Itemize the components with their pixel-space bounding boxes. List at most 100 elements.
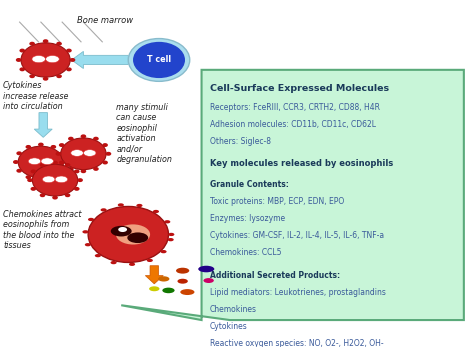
Ellipse shape	[18, 146, 64, 178]
Circle shape	[38, 143, 44, 146]
Circle shape	[26, 175, 31, 179]
Text: Others: Siglec-8: Others: Siglec-8	[210, 137, 271, 146]
Circle shape	[30, 187, 36, 191]
Text: Chemokines: Chemokines	[210, 305, 257, 314]
Text: Reactive oxygen species: NO, O2-, H2O2, OH-: Reactive oxygen species: NO, O2-, H2O2, …	[210, 339, 383, 347]
Circle shape	[77, 178, 83, 182]
Circle shape	[59, 161, 64, 164]
Circle shape	[38, 178, 44, 181]
Circle shape	[128, 39, 190, 81]
Circle shape	[68, 167, 74, 171]
Ellipse shape	[43, 176, 55, 183]
Ellipse shape	[100, 208, 107, 212]
Ellipse shape	[177, 279, 188, 284]
Circle shape	[102, 161, 108, 164]
Circle shape	[65, 163, 71, 167]
Ellipse shape	[71, 150, 83, 156]
Text: Lipid mediators: Leukotrienes, prostaglandins: Lipid mediators: Leukotrienes, prostagla…	[210, 288, 386, 297]
Ellipse shape	[168, 238, 174, 241]
Ellipse shape	[110, 261, 117, 264]
Ellipse shape	[180, 289, 194, 295]
Ellipse shape	[116, 225, 150, 245]
Circle shape	[16, 169, 22, 173]
Circle shape	[74, 187, 80, 191]
Ellipse shape	[88, 218, 94, 221]
Circle shape	[43, 77, 48, 81]
Ellipse shape	[32, 164, 78, 196]
Ellipse shape	[32, 56, 46, 63]
Circle shape	[56, 42, 62, 46]
Ellipse shape	[137, 204, 143, 207]
Ellipse shape	[82, 230, 89, 234]
Text: Cytokines
increase release
into circulation: Cytokines increase release into circulat…	[3, 81, 68, 111]
Circle shape	[59, 143, 64, 147]
Circle shape	[63, 160, 69, 164]
Circle shape	[74, 169, 80, 174]
Circle shape	[51, 145, 56, 149]
Circle shape	[133, 42, 185, 78]
Ellipse shape	[83, 150, 96, 156]
Text: Chemokines: CCL5: Chemokines: CCL5	[210, 248, 282, 257]
Ellipse shape	[95, 254, 101, 257]
Ellipse shape	[128, 232, 148, 243]
Text: Cytokines: GM-CSF, IL-2, IL-4, IL-5, IL-6, TNF-a: Cytokines: GM-CSF, IL-2, IL-4, IL-5, IL-…	[210, 231, 384, 240]
Text: Key molecules released by eosinophils: Key molecules released by eosinophils	[210, 159, 393, 168]
Circle shape	[27, 178, 33, 182]
Ellipse shape	[46, 56, 59, 63]
Ellipse shape	[162, 288, 174, 293]
Ellipse shape	[41, 158, 54, 164]
Circle shape	[81, 134, 86, 138]
Ellipse shape	[147, 259, 153, 262]
Ellipse shape	[111, 226, 132, 236]
Circle shape	[29, 74, 35, 78]
Circle shape	[93, 137, 99, 141]
Circle shape	[30, 169, 36, 174]
Text: Receptors: FceRIII, CCR3, CRTH2, CD88, H4R: Receptors: FceRIII, CCR3, CRTH2, CD88, H…	[210, 103, 380, 112]
Circle shape	[40, 193, 46, 197]
Text: Cell-Surface Expressed Molecules: Cell-Surface Expressed Molecules	[210, 84, 389, 93]
Text: Bone marrow: Bone marrow	[77, 16, 133, 25]
Circle shape	[29, 42, 35, 46]
Circle shape	[43, 39, 48, 43]
Ellipse shape	[176, 268, 189, 274]
Circle shape	[65, 193, 71, 197]
Circle shape	[68, 137, 74, 141]
Text: Adhesion molecules: CD11b, CD11c, CD62L: Adhesion molecules: CD11b, CD11c, CD62L	[210, 120, 376, 129]
Circle shape	[19, 49, 25, 52]
Text: Cytokines: Cytokines	[210, 322, 248, 331]
Ellipse shape	[158, 276, 169, 281]
Text: Additional Secreted Products:: Additional Secreted Products:	[210, 271, 340, 280]
FancyArrow shape	[34, 113, 52, 137]
Ellipse shape	[118, 203, 124, 206]
Polygon shape	[121, 70, 464, 320]
Circle shape	[60, 169, 65, 173]
Ellipse shape	[61, 138, 106, 170]
Circle shape	[60, 151, 65, 155]
Ellipse shape	[164, 220, 170, 223]
Circle shape	[52, 196, 58, 200]
Ellipse shape	[118, 227, 127, 232]
Ellipse shape	[149, 286, 159, 291]
Circle shape	[51, 175, 56, 179]
Circle shape	[88, 206, 168, 262]
Circle shape	[52, 161, 58, 165]
Circle shape	[81, 169, 86, 173]
Text: T cell: T cell	[147, 56, 171, 65]
Ellipse shape	[129, 263, 135, 266]
Ellipse shape	[28, 158, 41, 164]
Circle shape	[102, 143, 108, 147]
Ellipse shape	[21, 43, 70, 77]
Circle shape	[40, 163, 46, 167]
Ellipse shape	[161, 250, 166, 253]
Text: Enzymes: lysozyme: Enzymes: lysozyme	[210, 214, 285, 223]
Circle shape	[55, 152, 61, 156]
Circle shape	[66, 49, 72, 52]
Ellipse shape	[198, 266, 214, 272]
FancyArrow shape	[146, 266, 163, 284]
Circle shape	[26, 145, 31, 149]
Circle shape	[66, 67, 72, 71]
Circle shape	[106, 152, 111, 156]
Circle shape	[70, 58, 75, 62]
Text: many stimuli
can cause
eosinophil
activation
and/or
degranulation: many stimuli can cause eosinophil activa…	[117, 103, 173, 164]
Circle shape	[93, 167, 99, 171]
